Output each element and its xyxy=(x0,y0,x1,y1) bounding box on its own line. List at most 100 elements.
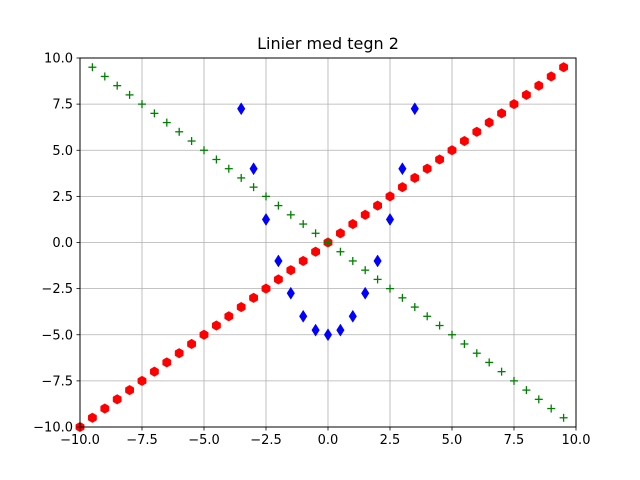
y-tick-label: −2.5 xyxy=(41,282,73,297)
green-plus-point xyxy=(485,358,494,367)
y-tick-label: 7.5 xyxy=(52,98,73,113)
data-markers xyxy=(75,62,569,433)
blue-diamond-point xyxy=(385,212,395,226)
red-hexagon-point xyxy=(435,154,445,165)
red-hexagon-point xyxy=(348,218,358,230)
green-plus-point xyxy=(212,155,221,164)
x-tick-label: 7.5 xyxy=(504,433,525,448)
red-hexagon-point xyxy=(273,274,283,285)
green-plus-point xyxy=(113,81,122,90)
x-tick-label: −7.5 xyxy=(126,433,158,448)
red-hexagon-point xyxy=(149,366,159,377)
red-hexagon-point xyxy=(211,320,221,331)
green-plus-point xyxy=(336,247,345,256)
blue-diamond-point xyxy=(274,254,283,268)
green-plus-point xyxy=(249,183,258,192)
green-plus-point xyxy=(237,173,246,182)
green-plus-point xyxy=(175,127,184,136)
green-plus-point xyxy=(348,256,357,265)
green-plus-point xyxy=(262,192,270,201)
red-hexagon-point xyxy=(509,99,519,110)
red-hexagon-point xyxy=(472,126,482,137)
blue-diamond-point xyxy=(361,286,370,300)
y-tick-label: −10.0 xyxy=(33,421,73,436)
red-hexagon-point xyxy=(187,338,197,350)
green-plus-point xyxy=(88,63,97,72)
green-plus-point xyxy=(373,275,382,284)
green-plus-point xyxy=(522,386,531,395)
y-tick-label: 10.0 xyxy=(44,52,73,67)
blue-diamond-point xyxy=(249,162,258,176)
green-plus-point xyxy=(274,201,283,210)
green-plus-point xyxy=(435,321,444,330)
y-tick-label: 0.0 xyxy=(52,236,73,251)
x-tick-label: 5.0 xyxy=(442,433,463,448)
green-plus-point xyxy=(386,284,394,293)
green-plus-point xyxy=(547,404,556,413)
red-hexagon-point xyxy=(335,228,345,239)
y-tick-label: 5.0 xyxy=(52,144,73,159)
red-hexagon-point xyxy=(311,246,321,257)
red-hexagon-point xyxy=(162,357,172,368)
red-hexagon-point xyxy=(447,145,457,156)
blue-diamond-point xyxy=(373,254,382,268)
red-hexagon-point xyxy=(100,403,110,414)
red-hexagon-point xyxy=(174,348,184,359)
chart-title: Linier med tegn 2 xyxy=(257,34,399,53)
green-plus-point xyxy=(311,229,320,238)
red-hexagon-point xyxy=(373,200,383,211)
green-plus-point xyxy=(299,220,308,229)
blue-diamond-point xyxy=(261,212,271,226)
red-hexagon-point xyxy=(422,163,432,174)
red-hexagon-point xyxy=(385,191,395,202)
blue-diamond-point xyxy=(311,323,320,337)
green-plus-point xyxy=(224,164,233,173)
red-hexagon-point xyxy=(286,265,296,276)
blue-diamond-point xyxy=(237,102,246,116)
red-hexagon-point xyxy=(360,209,370,220)
x-tick-label: 0.0 xyxy=(318,433,339,448)
red-hexagon-point xyxy=(125,385,135,396)
green-plus-point xyxy=(448,330,456,339)
green-plus-point xyxy=(423,312,432,321)
green-plus-point xyxy=(286,210,295,219)
green-plus-point xyxy=(125,90,134,99)
red-hexagon-point xyxy=(112,394,122,405)
blue-diamond-point xyxy=(348,309,357,323)
red-hexagon-point xyxy=(87,412,97,423)
green-plus-point xyxy=(200,146,208,155)
green-plus-point xyxy=(510,376,518,385)
red-hexagon-point xyxy=(199,329,209,340)
red-hexagon-point xyxy=(410,172,420,184)
red-hexagon-point xyxy=(521,89,531,100)
x-tick-label: −10.0 xyxy=(60,433,100,448)
x-tick-label: 10.0 xyxy=(562,433,591,448)
blue-diamond-point xyxy=(286,286,295,300)
blue-diamond-point xyxy=(323,328,333,342)
green-plus-point xyxy=(150,109,159,118)
red-hexagon-point xyxy=(534,80,544,91)
green-plus-point xyxy=(534,395,543,404)
x-tick-label: 2.5 xyxy=(380,433,401,448)
green-plus-point xyxy=(460,339,469,348)
green-plus-point xyxy=(410,303,419,312)
red-hexagon-point xyxy=(137,375,147,386)
green-plus-point xyxy=(138,100,146,109)
blue-diamond-point xyxy=(410,102,419,116)
green-plus-point xyxy=(398,293,407,302)
x-tick-label: −5.0 xyxy=(188,433,220,448)
y-tick-label: −5.0 xyxy=(41,328,73,343)
red-hexagon-point xyxy=(298,255,308,267)
red-hexagon-point xyxy=(497,108,507,119)
red-hexagon-point xyxy=(261,283,271,294)
red-hexagon-point xyxy=(397,182,407,193)
red-hexagon-point xyxy=(224,311,234,322)
red-hexagon-point xyxy=(546,71,556,82)
red-hexagon-point xyxy=(559,62,569,73)
axis-ticks: −10.0 −7.5 −5.0 −2.5 0.0 2.5 5.0 7.5 10.0 −10.0 −7… xyxy=(33,52,590,449)
y-tick-label: −7.5 xyxy=(41,374,73,389)
green-plus-point xyxy=(100,72,109,81)
blue-diamond-point xyxy=(299,309,308,323)
